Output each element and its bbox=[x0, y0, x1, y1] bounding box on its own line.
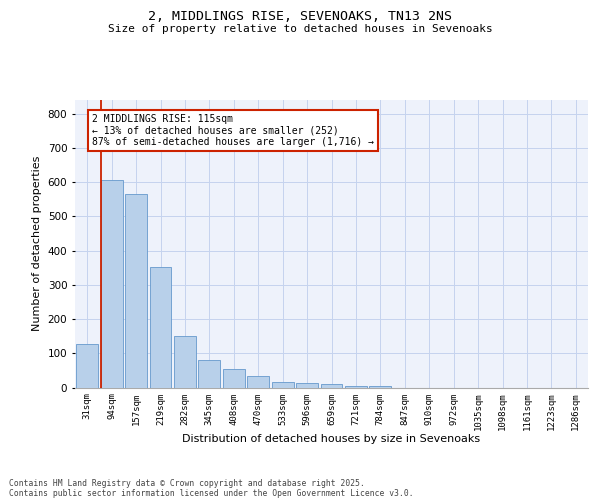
Bar bbox=[125, 194, 147, 388]
Bar bbox=[199, 360, 220, 388]
Bar bbox=[149, 266, 172, 388]
Bar bbox=[345, 386, 367, 388]
Text: Contains HM Land Registry data © Crown copyright and database right 2025.
Contai: Contains HM Land Registry data © Crown c… bbox=[9, 479, 413, 498]
Bar bbox=[320, 384, 343, 388]
Text: 2, MIDDLINGS RISE, SEVENOAKS, TN13 2NS: 2, MIDDLINGS RISE, SEVENOAKS, TN13 2NS bbox=[148, 10, 452, 23]
Bar bbox=[223, 368, 245, 388]
Bar bbox=[101, 180, 122, 388]
X-axis label: Distribution of detached houses by size in Sevenoaks: Distribution of detached houses by size … bbox=[182, 434, 481, 444]
Bar bbox=[76, 344, 98, 388]
Bar bbox=[296, 384, 318, 388]
Text: 2 MIDDLINGS RISE: 115sqm
← 13% of detached houses are smaller (252)
87% of semi-: 2 MIDDLINGS RISE: 115sqm ← 13% of detach… bbox=[92, 114, 374, 147]
Bar bbox=[247, 376, 269, 388]
Bar bbox=[174, 336, 196, 388]
Y-axis label: Number of detached properties: Number of detached properties bbox=[32, 156, 42, 332]
Bar bbox=[370, 386, 391, 388]
Bar bbox=[272, 382, 293, 388]
Text: Size of property relative to detached houses in Sevenoaks: Size of property relative to detached ho… bbox=[107, 24, 493, 34]
